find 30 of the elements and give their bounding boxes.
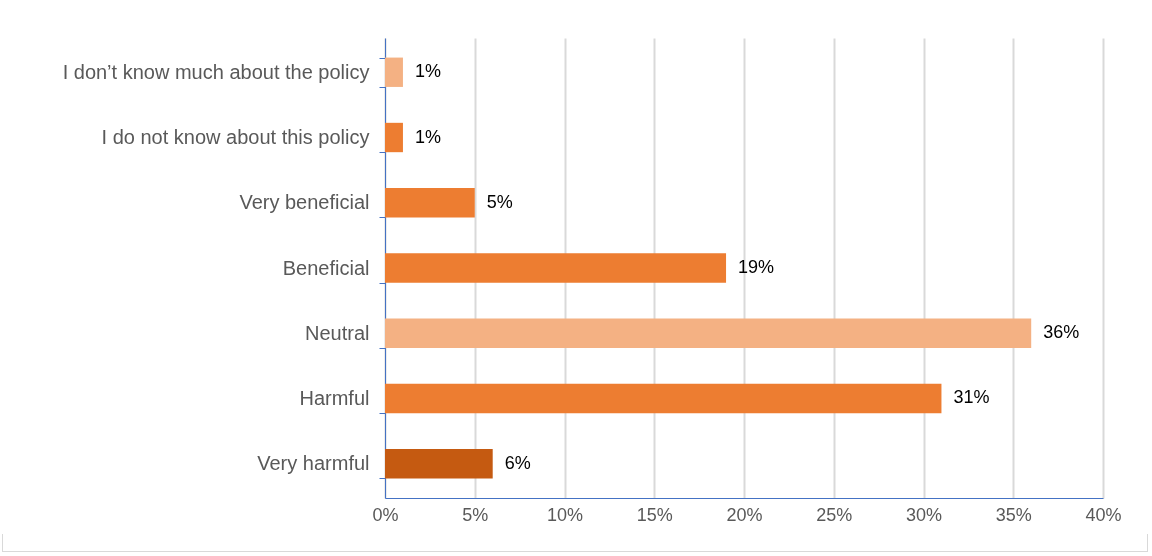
x-tick-label: 35% — [995, 504, 1032, 525]
x-tick-label: 40% — [1085, 504, 1122, 525]
data-label: 5% — [486, 191, 513, 212]
data-label: 1% — [414, 126, 441, 147]
y-tick-label: I don’t know much about the policy — [62, 60, 370, 83]
bar — [385, 253, 727, 283]
x-tick-label: 10% — [546, 504, 584, 525]
y-tick-label: Neutral — [305, 321, 370, 344]
x-tick-label: 25% — [816, 504, 853, 525]
y-tick-label: Beneficial — [282, 256, 370, 279]
y-tick-label: I do not know about this policy — [101, 126, 370, 148]
bar — [385, 318, 1032, 348]
y-tick-label: Harmful — [299, 387, 370, 409]
data-label: 6% — [504, 452, 531, 473]
bar — [385, 188, 475, 218]
data-label: 31% — [953, 387, 990, 408]
data-label: 19% — [738, 257, 775, 277]
x-tick-label: 20% — [726, 504, 763, 525]
x-tick-label: 0% — [372, 504, 399, 525]
bar — [385, 57, 403, 87]
data-label: 1% — [414, 61, 441, 82]
x-tick-label: 5% — [462, 504, 489, 525]
x-tick-label: 30% — [905, 504, 943, 525]
data-label: 36% — [1043, 322, 1080, 343]
y-tick-label: Very beneficial — [239, 191, 370, 214]
x-tick-label: 15% — [636, 504, 673, 525]
bar — [385, 383, 942, 414]
bar — [385, 122, 403, 153]
bar — [385, 449, 493, 479]
y-tick-label: Very harmful — [257, 452, 370, 475]
